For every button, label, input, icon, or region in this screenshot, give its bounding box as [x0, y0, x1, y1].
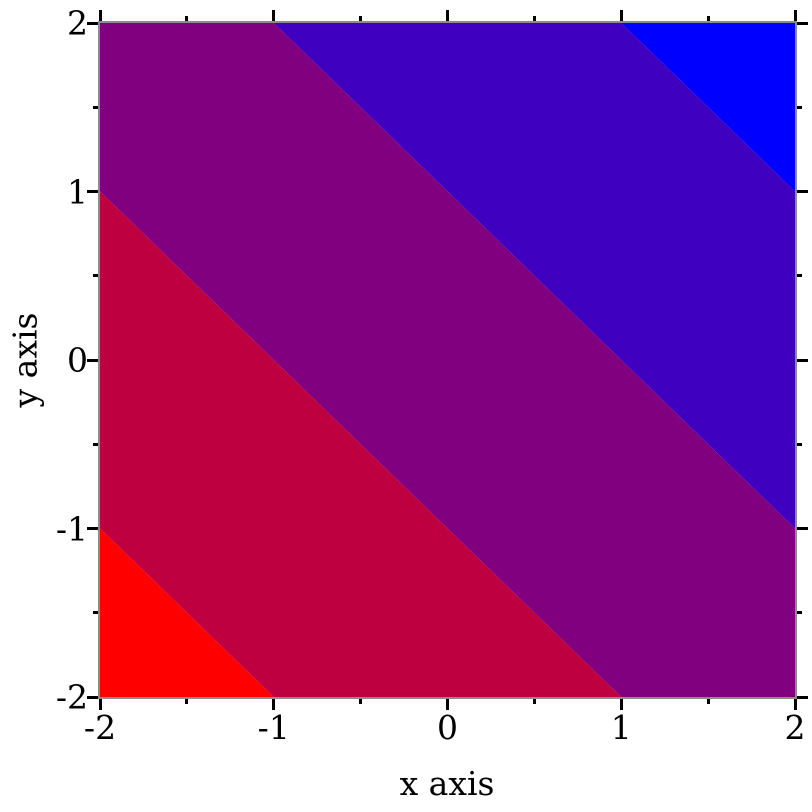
x-axis-tick	[272, 697, 276, 710]
y-axis-tick	[795, 442, 802, 446]
plot-area	[100, 23, 795, 697]
x-axis-tick	[793, 697, 797, 710]
y-axis-tick	[795, 527, 808, 530]
y-axis-tick	[795, 190, 808, 193]
y-axis-tick	[87, 21, 100, 25]
y-tick-label: 1	[67, 172, 88, 211]
x-axis-tick	[619, 10, 623, 23]
x-tick-label: 1	[610, 708, 632, 747]
y-axis-tick	[795, 105, 802, 109]
y-tick-label: -1	[55, 509, 88, 548]
y-axis-tick	[795, 611, 802, 615]
x-axis-tick	[98, 10, 102, 23]
y-tick-label: 0	[67, 340, 88, 380]
y-axis-tick	[87, 695, 100, 699]
x-axis-tick	[446, 697, 449, 710]
y-tick-label: -2	[55, 677, 88, 717]
x-tick-label: 0	[437, 708, 458, 747]
x-tick-label: -1	[257, 708, 290, 747]
y-axis-tick	[93, 611, 100, 615]
x-tick-label: -2	[83, 708, 117, 747]
x-axis-tick	[446, 10, 449, 23]
x-axis-title: x axis	[399, 764, 495, 803]
y-axis-tick	[795, 358, 808, 362]
x-axis-tick	[359, 697, 363, 704]
contour-bands-canvas	[100, 23, 795, 697]
x-axis-tick	[532, 697, 536, 704]
contour-band	[273, 23, 795, 529]
y-axis-tick	[795, 274, 802, 278]
x-axis-tick	[793, 10, 797, 23]
x-axis-tick	[185, 16, 189, 23]
x-axis-tick	[619, 697, 623, 710]
y-axis-tick	[795, 695, 808, 699]
x-axis-tick	[359, 16, 363, 23]
y-tick-label: 2	[67, 3, 88, 43]
contour-band	[100, 23, 795, 697]
contour-band	[621, 23, 795, 192]
y-axis-title: y axis	[5, 312, 45, 408]
x-tick-label: 2	[784, 708, 806, 747]
x-axis-tick	[532, 16, 536, 23]
y-axis-tick	[795, 21, 808, 25]
y-axis-tick	[87, 190, 100, 193]
x-axis-tick	[98, 697, 102, 710]
y-axis-tick	[93, 274, 100, 278]
y-axis-tick	[87, 358, 100, 362]
y-axis-tick	[93, 105, 100, 109]
y-axis-tick	[93, 442, 100, 446]
x-axis-tick	[272, 10, 276, 23]
x-axis-tick	[706, 16, 710, 23]
y-axis-tick	[87, 527, 100, 530]
x-axis-tick	[706, 697, 710, 704]
x-axis-tick	[185, 697, 189, 704]
